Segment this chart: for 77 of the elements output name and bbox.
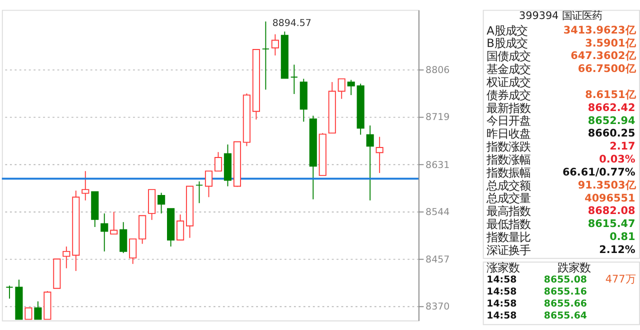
candlestick	[338, 78, 346, 100]
candlestick	[138, 215, 146, 244]
candlestick	[148, 189, 156, 220]
text: 0.81	[610, 231, 636, 244]
text: 8660.25	[588, 128, 636, 140]
data-label: 477万	[605, 274, 636, 286]
category-label: 最低指数	[486, 217, 531, 232]
candlestick	[110, 211, 118, 235]
candlestick	[290, 64, 298, 94]
category-label: 昨日收盘	[486, 126, 531, 141]
text: 66.61/0.77%	[562, 166, 636, 178]
text: 8615.47	[588, 218, 636, 230]
y-tick-label: 8631	[426, 160, 450, 171]
text: 8652.94	[588, 114, 636, 127]
category-label: 14:58	[486, 274, 517, 286]
text: 399394 国证医药	[518, 10, 602, 22]
annotation: 8894.57	[272, 18, 312, 30]
category-label: 债券成交	[486, 88, 531, 102]
y-tick-label: 8719	[426, 112, 450, 124]
category-label: 指数涨跌	[486, 140, 531, 154]
candlestick	[82, 170, 90, 201]
candlestick	[24, 307, 32, 320]
candlestick	[376, 136, 384, 174]
category-label: 总成交量	[486, 191, 531, 206]
category-label: B股成交	[486, 36, 528, 50]
data-label: 8655.16	[544, 286, 588, 298]
y-tick-label: 8544	[426, 207, 450, 218]
text: 91.3503亿	[578, 179, 636, 192]
candlestick	[366, 125, 374, 201]
y-tick-label: 8370	[426, 302, 450, 313]
y-tick-label: 8806	[426, 64, 450, 76]
candlestick	[62, 246, 70, 269]
category-label: 国债成交	[486, 49, 531, 64]
data-label: 8655.66	[544, 298, 588, 310]
data-label: 8655.08	[544, 274, 587, 286]
text: 8682.08	[588, 205, 636, 218]
category-label: A股成交	[486, 23, 528, 38]
category-label: 今日开盘	[486, 114, 531, 128]
text: 3413.9623亿	[563, 24, 636, 36]
text: 4096551	[584, 192, 636, 204]
candlestick	[262, 21, 270, 90]
candlestick	[214, 152, 222, 172]
category-label: 指数量比	[486, 230, 531, 244]
text: 0.03%	[599, 154, 636, 166]
text: 2.12%	[599, 244, 636, 256]
candlestick	[120, 222, 128, 254]
candlestick	[176, 214, 184, 240]
candlestick	[129, 238, 137, 264]
category-label: 总成交额	[486, 178, 531, 192]
candlestick	[271, 34, 279, 56]
category-label: 最高指数	[486, 204, 531, 218]
text: 8.6151亿	[585, 88, 636, 101]
category-label: 基金成交	[486, 62, 531, 76]
candlestick	[158, 192, 166, 214]
text: 8662.42	[588, 102, 636, 114]
candlestick	[195, 180, 204, 204]
candlestick	[204, 170, 213, 198]
category-label: 最新指数	[486, 100, 531, 115]
text: 涨家数	[486, 260, 520, 274]
y-tick-label: 8457	[426, 254, 450, 266]
text: 跌家数	[558, 260, 591, 274]
candlestick	[347, 79, 355, 96]
category-label: 深证换手	[486, 242, 531, 257]
data-label: 8655.64	[544, 310, 588, 322]
text: 3.5901亿	[585, 37, 636, 50]
text: 2.17	[610, 140, 636, 153]
category-label: 权证成交	[486, 74, 531, 89]
candlestick	[34, 300, 42, 320]
category-label: 指数振幅	[486, 165, 531, 180]
candlestick	[100, 212, 108, 252]
category-label: 14:58	[486, 298, 517, 310]
text: 647.3602亿	[570, 50, 636, 62]
text: 66.7500亿	[578, 63, 636, 76]
category-label: 14:58	[486, 286, 517, 298]
candlestick	[6, 285, 14, 300]
category-label: 指数涨幅	[486, 152, 531, 166]
category-label: 14:58	[486, 310, 517, 322]
